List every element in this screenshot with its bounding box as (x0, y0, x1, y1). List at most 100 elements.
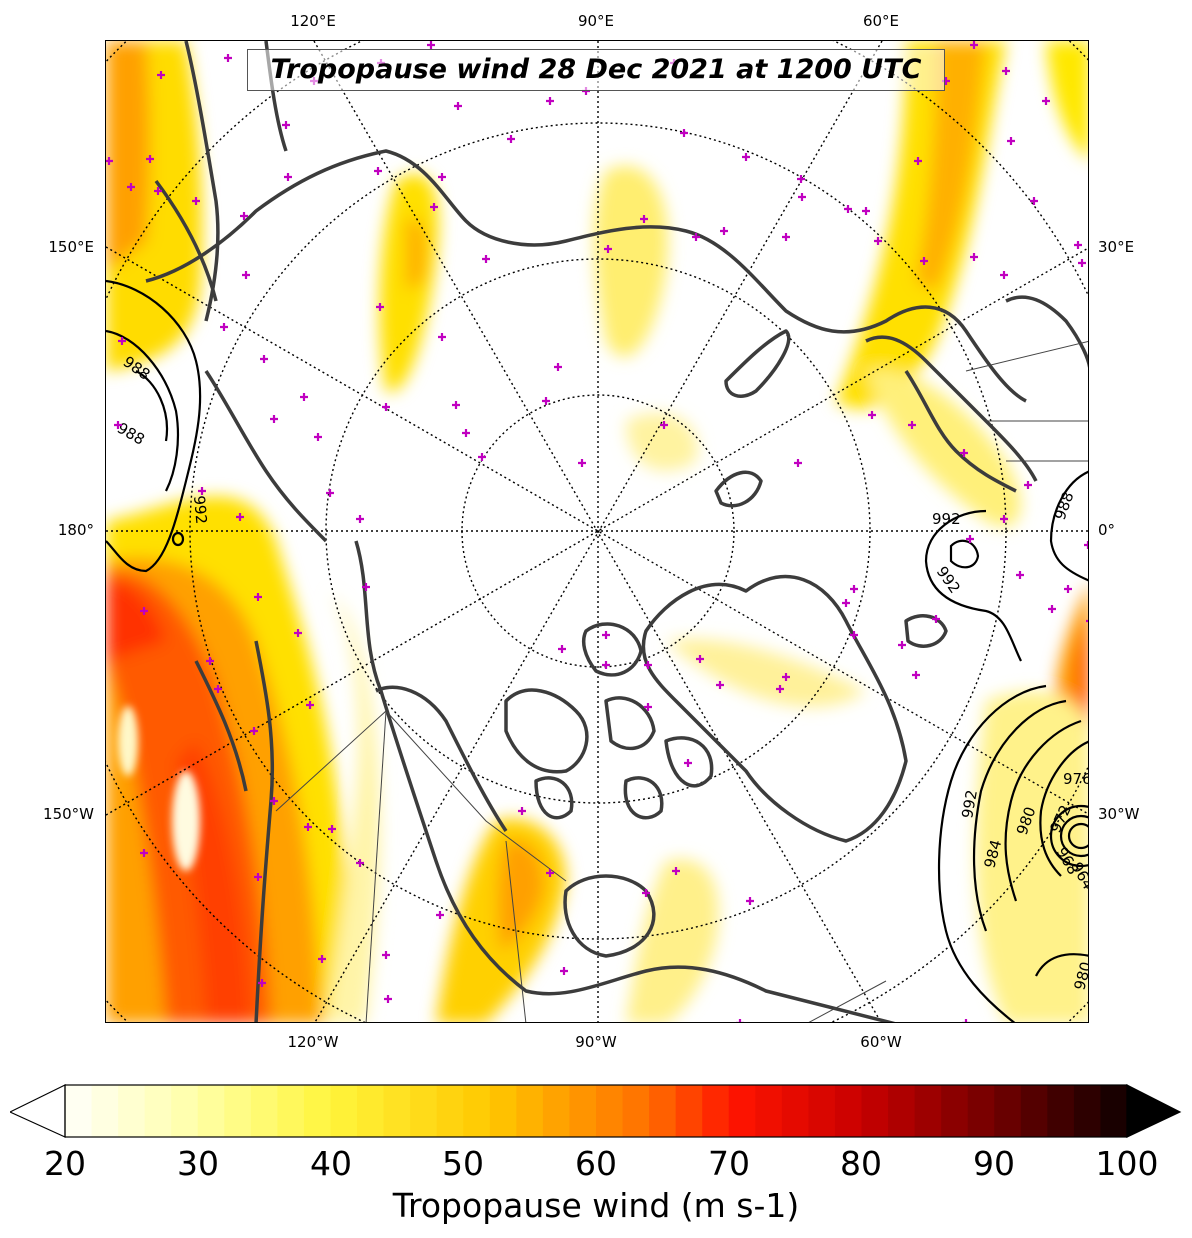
station-marker (970, 253, 978, 261)
station-marker (578, 459, 586, 467)
station-marker (642, 889, 650, 897)
station-marker (254, 593, 262, 601)
lon-label-top-90e: 90°E (577, 12, 615, 30)
station-marker (720, 227, 728, 235)
station-marker (1000, 515, 1008, 523)
station-marker (558, 645, 566, 653)
station-marker (260, 355, 268, 363)
station-marker (1048, 605, 1056, 613)
colorbar-bin (436, 1085, 464, 1137)
station-marker (462, 429, 470, 437)
station-marker (438, 333, 446, 341)
station-marker (157, 71, 165, 79)
station-marker (198, 487, 206, 495)
station-marker (644, 661, 652, 669)
station-marker (192, 197, 200, 205)
station-marker (270, 415, 278, 423)
lon-label-bottom-60w: 60°W (860, 1033, 902, 1051)
map-canvas: 988 988 992 992 992 988 992 984 980 976 … (106, 41, 1089, 1022)
colorbar-bin (224, 1085, 252, 1137)
contour-label: 992 (190, 495, 210, 525)
station-marker (376, 303, 384, 311)
station-marker (300, 393, 308, 401)
station-marker (1016, 571, 1024, 579)
contour-label: 988 (1051, 489, 1078, 522)
station-marker (850, 585, 858, 593)
colorbar-bin (967, 1085, 995, 1137)
colorbar-bin (410, 1085, 438, 1137)
colorbar-bin (118, 1085, 146, 1137)
station-marker (478, 453, 486, 461)
contour-label: 992 (932, 510, 961, 528)
station-marker (1078, 259, 1086, 267)
station-marker (384, 995, 392, 1003)
station-marker (206, 657, 214, 665)
colorbar-bin (649, 1085, 677, 1137)
station-marker (960, 449, 968, 457)
station-marker (214, 685, 222, 693)
colorbar-tick: 60 (575, 1144, 617, 1183)
colorbar-bin (808, 1085, 836, 1137)
station-marker (356, 859, 364, 867)
station-marker (692, 233, 700, 241)
colorbar-outline (64, 1084, 1128, 1138)
colorbar-label: Tropopause wind (m s-1) (392, 1186, 800, 1225)
colorbar-bin (516, 1085, 544, 1137)
colorbar-bin (728, 1085, 756, 1137)
station-marker (782, 233, 790, 241)
station-marker (482, 255, 490, 263)
station-marker (452, 401, 460, 409)
colorbar-tick: 30 (177, 1144, 219, 1183)
contour-label: 980 (1070, 960, 1089, 992)
wind-highlights (118, 706, 200, 871)
colorbar-bin (781, 1085, 809, 1137)
station-marker (546, 97, 554, 105)
colorbar-bin (144, 1085, 172, 1137)
station-marker (436, 911, 444, 919)
station-marker (270, 797, 278, 805)
station-marker (1042, 97, 1050, 105)
station-marker (660, 421, 668, 429)
lon-label-top-60e: 60°E (862, 12, 900, 30)
station-marker (782, 673, 790, 681)
station-marker (604, 245, 612, 253)
colorbar-bin (1020, 1085, 1048, 1137)
colorbar-extend-min (10, 1084, 66, 1138)
lon-label-bottom-90w: 90°W (575, 1033, 617, 1051)
colorbar-bins (65, 1085, 1128, 1137)
station-marker (1086, 619, 1088, 623)
station-marker (962, 1019, 970, 1022)
station-marker (356, 515, 364, 523)
station-marker (454, 102, 462, 110)
coastlines (145, 41, 1088, 1022)
colorbar-bin (330, 1085, 358, 1137)
station-marker (114, 421, 122, 429)
station-marker (374, 167, 382, 175)
station-marker (920, 257, 928, 265)
station-marker (282, 121, 290, 129)
station-marker (546, 869, 554, 877)
colorbar (10, 1084, 1182, 1138)
station-marker (427, 41, 435, 49)
contour-label: 976 (1063, 770, 1089, 788)
contour-label: 992 (933, 563, 964, 597)
station-marker (284, 173, 292, 181)
station-marker (304, 823, 312, 831)
station-marker (118, 337, 126, 345)
station-marker (797, 175, 805, 183)
station-marker (672, 867, 680, 875)
colorbar-bin (1100, 1085, 1128, 1137)
station-marker (127, 183, 135, 191)
colorbar-bin (675, 1085, 703, 1137)
colorbar-bin (383, 1085, 411, 1137)
station-marker (1084, 541, 1088, 549)
station-marker (862, 207, 870, 215)
station-marker (1064, 585, 1072, 593)
station-marker (908, 421, 916, 429)
station-marker (1030, 197, 1038, 205)
station-marker (438, 173, 446, 181)
graticule (106, 41, 1088, 1022)
lon-label-left-150e: 150°E (48, 238, 94, 256)
station-marker (294, 629, 302, 637)
station-marker (742, 153, 750, 161)
